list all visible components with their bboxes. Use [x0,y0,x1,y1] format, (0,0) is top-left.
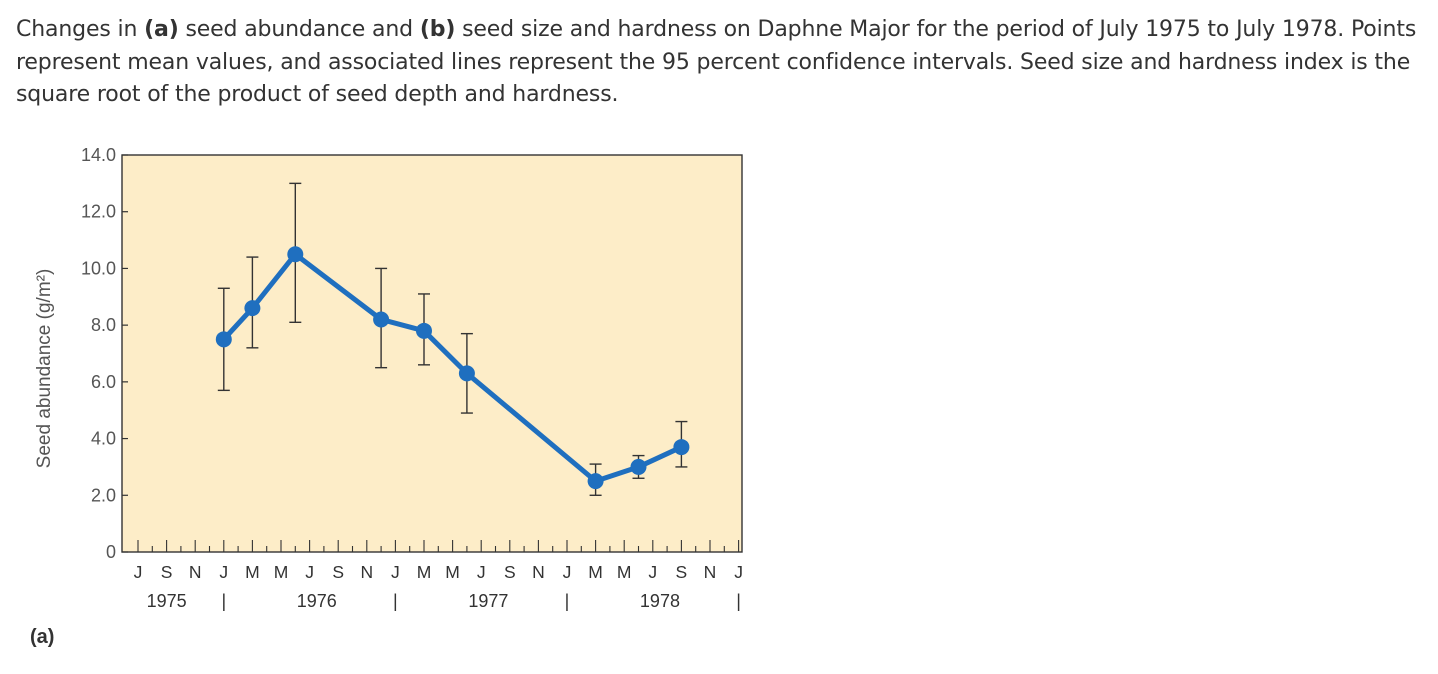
x-month-label: J [477,562,486,582]
x-month-label: J [134,562,143,582]
data-point [673,439,690,456]
x-year-label: 1977 [468,591,508,611]
data-point [244,300,261,317]
x-month-label: M [417,562,432,582]
data-point [373,311,390,328]
plot-area [122,155,742,552]
data-point [630,458,647,475]
x-month-label: S [676,562,688,582]
x-month-label: N [189,562,202,582]
data-points [215,246,690,490]
x-month-label: J [391,562,400,582]
x-year-label: 1975 [147,591,187,611]
y-tick-label: 8.0 [91,315,116,335]
x-month-label: J [305,562,314,582]
x-month-label: S [161,562,173,582]
x-year-separator: | [221,591,226,611]
x-year-separator: | [565,591,570,611]
x-year-label: 1978 [640,591,680,611]
x-month-label: J [648,562,657,582]
x-month-label: M [617,562,632,582]
x-year-separator: | [393,591,398,611]
y-tick-label: 0 [106,542,116,562]
data-point [215,331,232,348]
panel-label: (a) [30,626,55,648]
y-tick-label: 10.0 [81,258,116,278]
x-month-label: N [360,562,373,582]
x-month-label: J [219,562,228,582]
y-tick-label: 12.0 [81,202,116,222]
data-point [587,473,604,490]
x-year-label: 1976 [297,591,337,611]
caption-part3: seed size and hardness on Daphne Major f… [16,17,1417,107]
x-month-label: S [332,562,344,582]
data-point [416,322,432,339]
caption-label-a: (a) [144,17,179,42]
caption-label-b: (b) [419,17,456,42]
caption-part1: Changes in [16,17,145,42]
x-month-label: N [532,562,545,582]
data-point [458,365,475,382]
y-tick-label: 2.0 [91,485,116,505]
plot-frame [121,154,743,553]
caption-part2: seed abundance and [178,17,420,42]
x-month-label: N [704,562,717,582]
figure-caption: Changes in (a) seed abundance and (b) se… [16,14,1426,112]
x-month-label: M [445,562,460,582]
y-tick-label: 4.0 [91,429,116,449]
y-tick-label: 14.0 [81,145,116,165]
x-month-label: M [588,562,603,582]
x-month-label: S [504,562,516,582]
x-month-label: J [563,562,572,582]
y-tick-label: 6.0 [91,372,116,392]
axes [121,154,743,553]
y-axis-ticks: 0 2.0 4.0 6.0 8.0 10.0 12.0 14.0 [81,145,128,562]
data-point [287,246,304,263]
x-month-label: M [245,562,260,582]
x-month-label: J [734,562,743,582]
y-axis-label: Seed abundance (g/m²) [34,269,55,469]
x-month-label: M [274,562,289,582]
x-year-separator: | [736,591,741,611]
